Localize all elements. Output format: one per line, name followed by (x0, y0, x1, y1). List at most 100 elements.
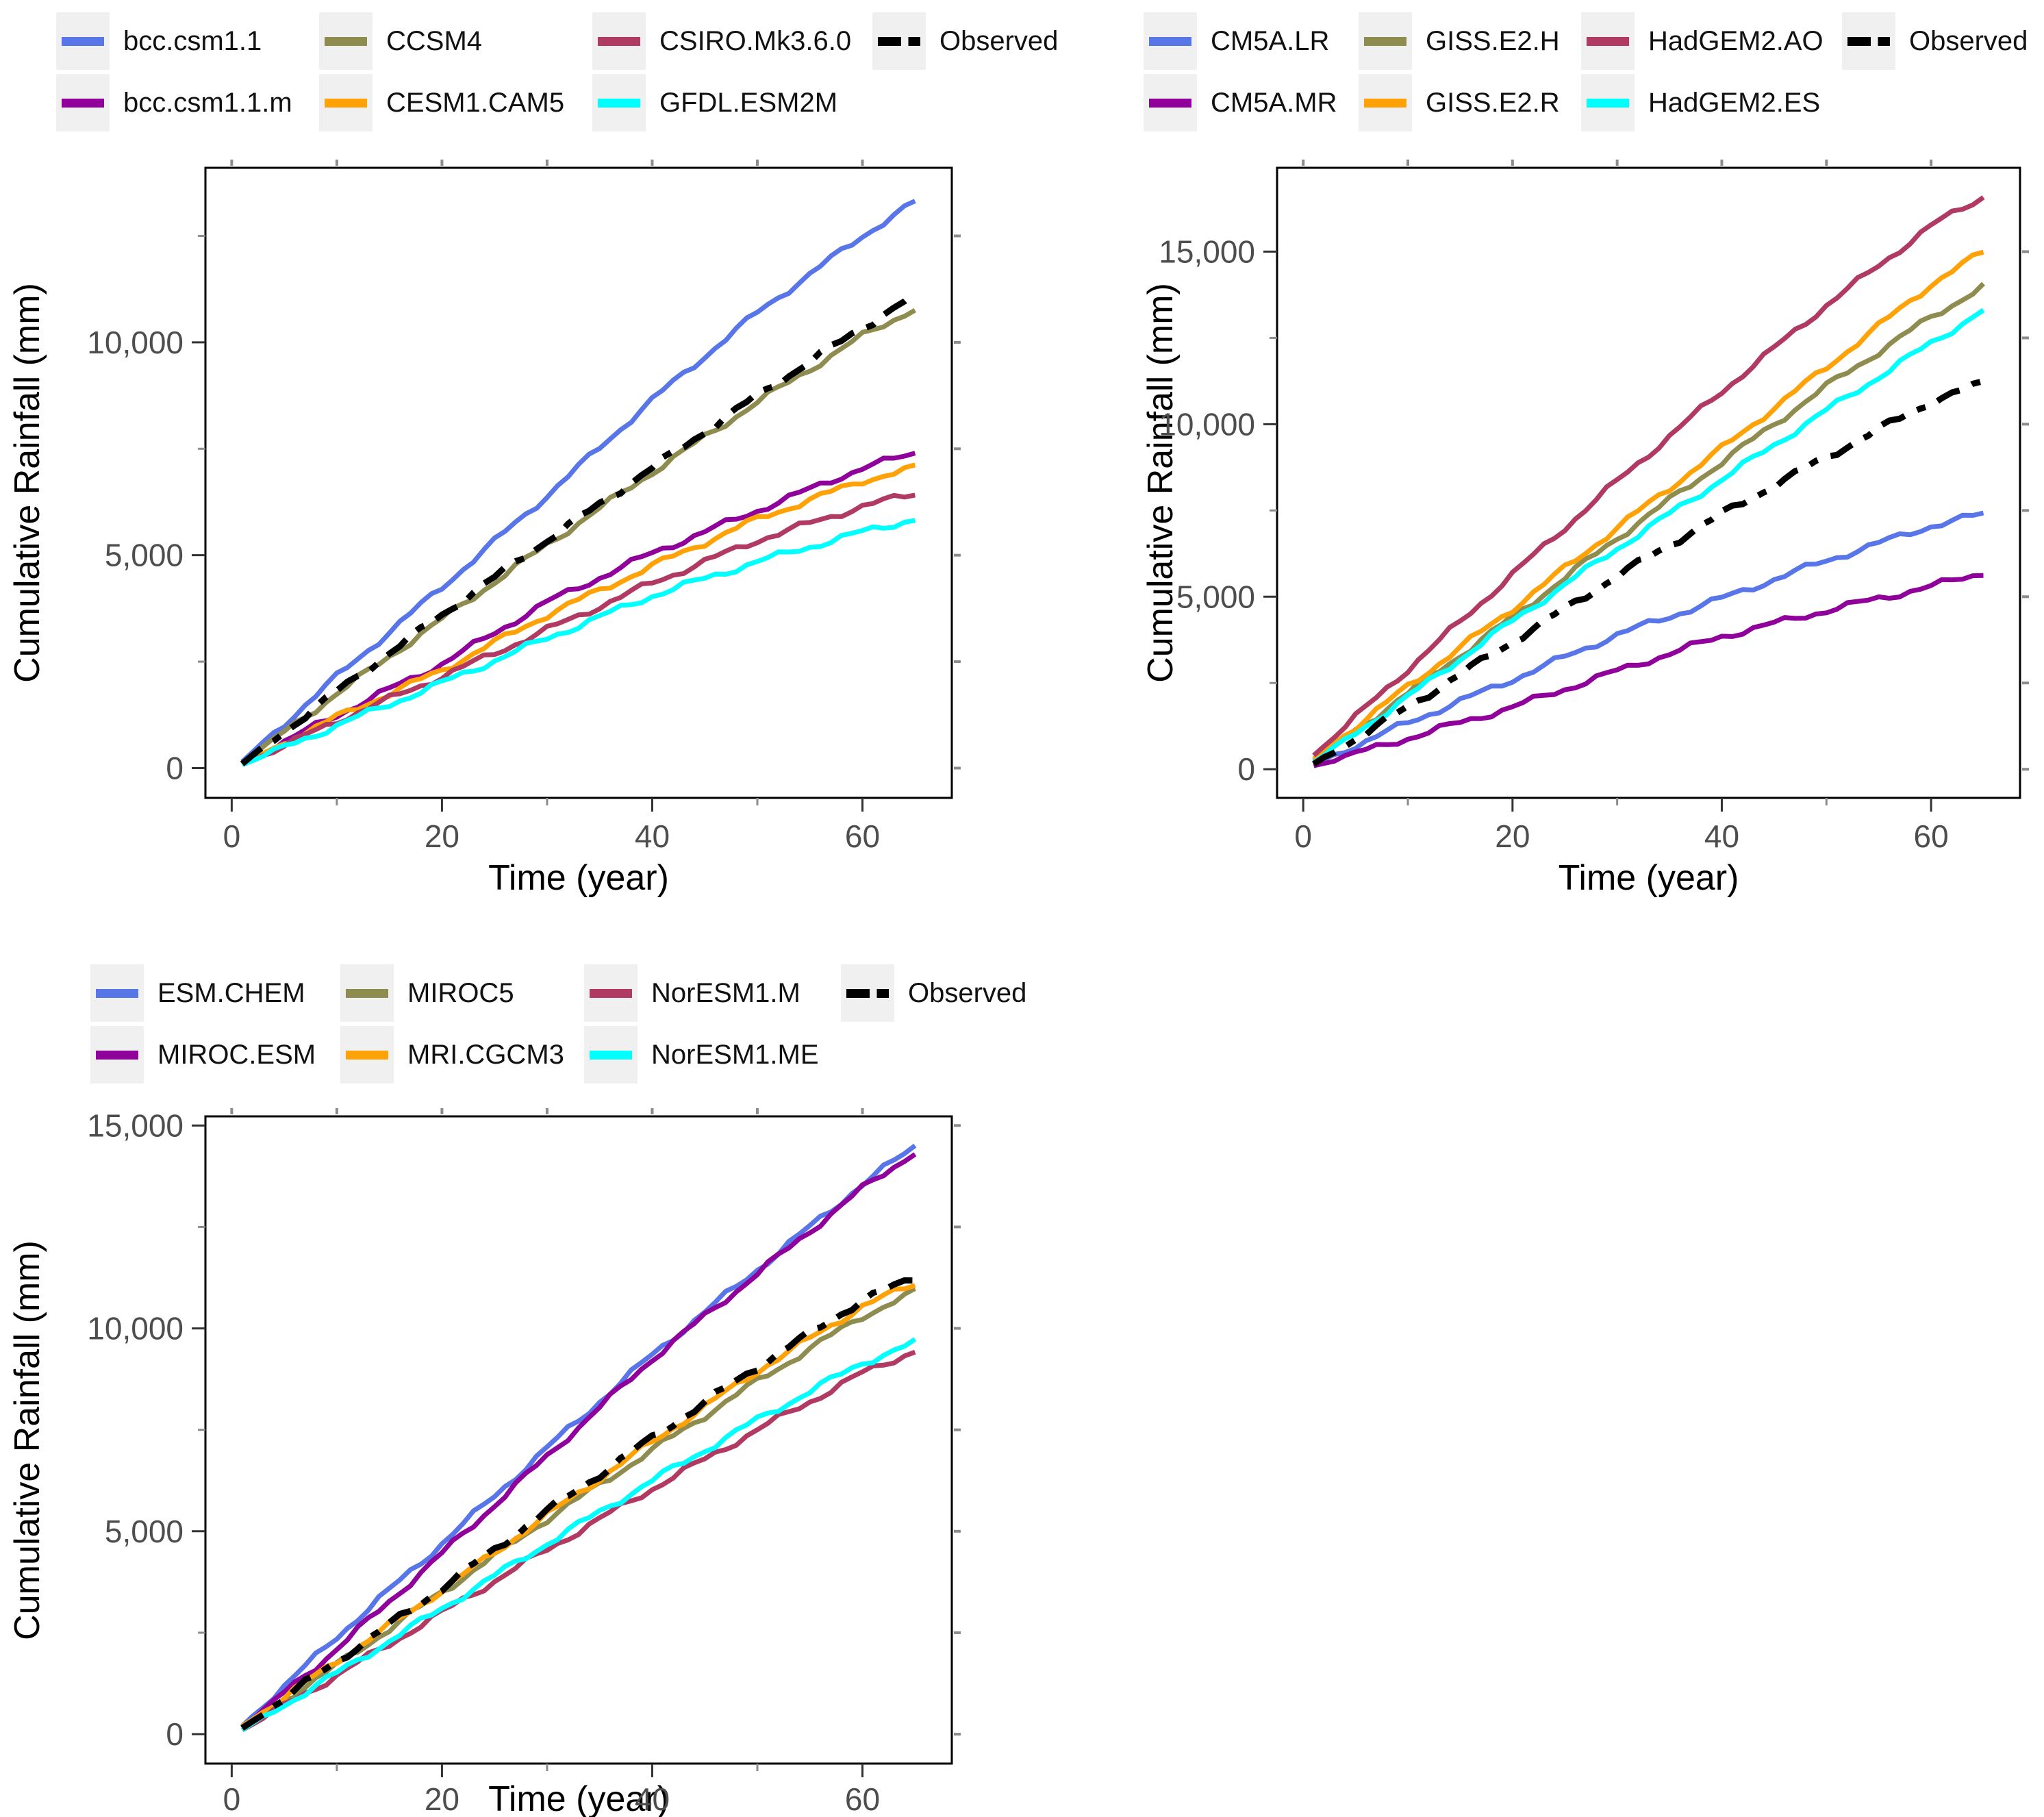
legend-label: CM5A.MR (1211, 87, 1337, 118)
series-line-cm5a-mr (1313, 573, 1984, 768)
plot-svg: 0 20 40 60 0 5,000 10,000 15,000 (87, 1107, 961, 1817)
y-tick-label: 10,000 (87, 325, 184, 360)
series-line-giss-e2-r (1312, 249, 1984, 761)
x-axis-title: Time (year) (1558, 858, 1739, 898)
x-tick-label: 0 (223, 1781, 241, 1817)
legend-item-cm5a-lr: CM5A.LR (1144, 12, 1329, 70)
legend-key (319, 12, 373, 70)
legend-item-gfdl-esm2m: GFDL.ESM2M (592, 74, 837, 131)
legend-item-bcc-csm1-1-m: bcc.csm1.1.m (56, 74, 292, 131)
legend-key (584, 1026, 638, 1083)
legend-label: NorESM1.ME (651, 1039, 819, 1070)
series-line-cesm1-cam5 (240, 462, 916, 766)
legend-key-line-icon (346, 988, 388, 998)
legend-key-line-icon (1587, 36, 1629, 46)
legend-item-hadgem2-es: HadGEM2.ES (1581, 74, 1820, 131)
legend-label: NorESM1.M (651, 977, 800, 1008)
legend-item-ccsm4: CCSM4 (319, 12, 482, 70)
panel-border (1276, 166, 2021, 799)
legend-label: bcc.csm1.1.m (123, 87, 292, 118)
x-tick-label: 60 (845, 818, 880, 854)
legend-key (56, 12, 110, 70)
x-tick-label: 0 (1294, 818, 1312, 854)
legend-key (1359, 74, 1412, 131)
chart-panel-1: bcc.csm1.1 CCSM4 CSIRO.Mk3.6.0 Observed bcc.… (0, 0, 1058, 921)
legend-label: GISS.E2.H (1426, 25, 1560, 56)
chart-panel-2: CM5A.LR GISS.E2.H HadGEM2.AO Observed CM5A.M… (1137, 0, 2044, 921)
chart-panel-3: ESM.CHEM MIROC5 NorESM1.M Observed MIROC.ESM… (0, 952, 1109, 1817)
legend-key-line-icon (590, 1050, 632, 1060)
series-line-esm-chem (240, 1143, 917, 1728)
legend: CM5A.LR GISS.E2.H HadGEM2.AO Observed CM5A.M… (1137, 0, 2044, 137)
legend-key (1359, 12, 1412, 70)
legend-label: CCSM4 (386, 25, 483, 56)
y-tick-label: 15,000 (87, 1107, 184, 1143)
legend-key (319, 74, 373, 131)
series-line-miroc-esm (240, 1152, 917, 1730)
y-tick-label: 10,000 (1159, 406, 1255, 442)
series-line-observed (1312, 378, 1984, 767)
x-tick-label: 40 (635, 1781, 670, 1817)
legend-item-bcc-csm1-1: bcc.csm1.1 (56, 12, 262, 70)
y-tick-label: 5,000 (105, 1514, 184, 1549)
y-tick-label: 5,000 (1176, 579, 1255, 614)
series-line-observed (240, 1277, 916, 1731)
legend-key-line-icon (1149, 36, 1191, 46)
series-line-bcc-csm1-1-m (241, 451, 916, 766)
legend-key (592, 12, 646, 70)
legend-key-line-icon (598, 98, 640, 108)
series-line-ccsm4 (240, 308, 917, 765)
legend-item-cesm1-cam5: CESM1.CAM5 (319, 74, 564, 131)
series-line-noresm1-m (241, 1349, 916, 1733)
legend-key-line-icon (62, 98, 104, 108)
y-tick-label: 0 (1237, 751, 1255, 787)
legend-label: Observed (1909, 25, 2028, 56)
legend-item-observed: Observed (1842, 12, 2028, 70)
legend-key-line-icon (590, 988, 632, 998)
legend-key (1144, 74, 1197, 131)
legend-item-esm-chem: ESM.CHEM (90, 964, 305, 1022)
legend-key-line-icon (1364, 36, 1406, 46)
legend-key (1581, 74, 1635, 131)
series-line-cm5a-lr (1313, 510, 1984, 766)
plot-svg: 0 20 40 60 0 5,000 10,000 (87, 160, 961, 854)
legend: ESM.CHEM MIROC5 NorESM1.M Observed MIROC.ESM… (0, 952, 1109, 1089)
legend-item-giss-e2-r: GISS.E2.R (1359, 74, 1560, 131)
legend: bcc.csm1.1 CCSM4 CSIRO.Mk3.6.0 Observed bcc.… (0, 0, 1058, 137)
legend-item-csiro-mk3-6-0: CSIRO.Mk3.6.0 (592, 12, 851, 70)
legend-key (1144, 12, 1197, 70)
legend-item-mri-cgcm3: MRI.CGCM3 (340, 1026, 564, 1083)
legend-key (90, 1026, 144, 1083)
legend-key-line-icon (346, 1050, 388, 1060)
legend-item-miroc-esm: MIROC.ESM (90, 1026, 316, 1083)
legend-key-line-icon (1587, 98, 1629, 108)
legend-label: Observed (939, 25, 1058, 56)
x-axis-title: Time (year) (488, 1779, 669, 1817)
legend-key-line-icon (1364, 98, 1406, 108)
legend-key-line-icon (1847, 36, 1890, 46)
legend-label: ESM.CHEM (157, 977, 305, 1008)
legend-key (841, 964, 894, 1022)
legend-key-line-icon (325, 36, 367, 46)
y-tick-label: 10,000 (87, 1311, 184, 1346)
x-tick-label: 20 (425, 818, 459, 854)
panel-border (204, 166, 953, 799)
legend-item-hadgem2-ao: HadGEM2.AO (1581, 12, 1824, 70)
legend-key-line-icon (325, 98, 367, 108)
legend-label: MRI.CGCM3 (407, 1039, 564, 1070)
legend-key-line-icon (96, 988, 138, 998)
series-line-gfdl-esm2m (241, 518, 916, 767)
legend-label: bcc.csm1.1 (123, 25, 262, 56)
legend-key (592, 74, 646, 131)
panel-border (204, 1115, 953, 1765)
legend-key-line-icon (598, 36, 640, 46)
x-tick-label: 20 (425, 1781, 459, 1817)
legend-label: CESM1.CAM5 (386, 87, 565, 118)
series-line-bcc-csm1-1 (240, 199, 916, 764)
x-tick-label: 20 (1495, 818, 1530, 854)
legend-key (872, 12, 926, 70)
x-axis-title: Time (year) (488, 858, 669, 898)
legend-item-observed: Observed (872, 12, 1058, 70)
legend-item-miroc5: MIROC5 (340, 964, 514, 1022)
